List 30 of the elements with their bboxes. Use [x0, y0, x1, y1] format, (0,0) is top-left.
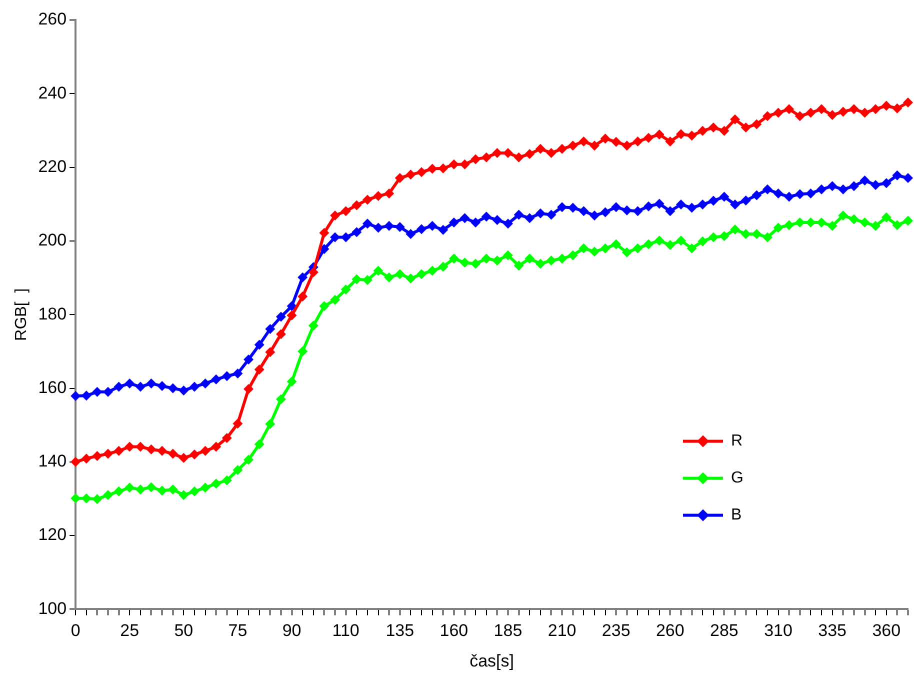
x-tick-label: 310 [764, 621, 792, 640]
y-tick-label: 180 [38, 304, 67, 324]
x-axis-title: čas[s] [470, 651, 514, 670]
y-tick-label: 240 [38, 83, 67, 102]
x-tick-label: 285 [710, 621, 738, 640]
y-tick-label: 200 [38, 230, 67, 250]
x-tick-label: 110 [332, 621, 360, 640]
x-tick-label: 360 [872, 621, 901, 640]
x-tick-label: 185 [494, 621, 522, 640]
x-tick-label: 335 [818, 621, 847, 640]
y-tick-label: 140 [38, 452, 67, 471]
legend-label: R [731, 432, 743, 450]
x-tick-label: 160 [440, 621, 468, 640]
y-tick-label: 260 [38, 10, 67, 29]
legend-label: B [731, 506, 742, 524]
legend-label: G [731, 470, 744, 487]
x-tick-label: 260 [656, 621, 684, 640]
y-tick-label: 120 [38, 525, 67, 544]
y-tick-label: 160 [38, 378, 67, 397]
x-tick-label: 135 [386, 621, 414, 640]
x-tick-label: 210 [548, 621, 576, 640]
x-tick-label: 75 [228, 621, 248, 640]
x-tick-label: 235 [602, 621, 630, 640]
x-tick-label: 50 [174, 621, 194, 640]
x-tick-label: 25 [120, 621, 140, 640]
x-tick-label: 0 [70, 621, 80, 640]
y-axis-title: RGB[ ] [13, 288, 30, 341]
y-tick-label: 100 [38, 598, 67, 618]
y-tick-label: 220 [38, 156, 67, 176]
x-tick-label: 90 [282, 621, 302, 640]
